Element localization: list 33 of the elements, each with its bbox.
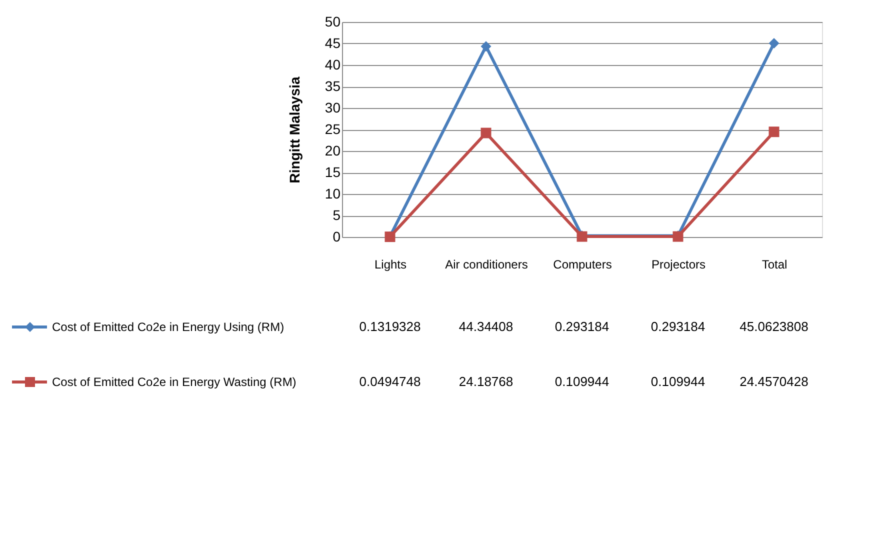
y-tick-label: 30 <box>324 100 341 116</box>
data-label: 0.293184 <box>554 319 610 334</box>
y-axis-title: Ringitt Malaysia <box>286 76 302 184</box>
y-tick-label: 20 <box>324 142 341 158</box>
data-label: 0.1319328 <box>359 319 421 334</box>
y-tick-label: 35 <box>324 78 341 94</box>
data-label: 0.293184 <box>650 319 706 334</box>
point <box>480 128 492 138</box>
point <box>768 126 780 138</box>
data-label: 24.18768 <box>458 374 514 389</box>
legend-label: Cost of Emitted Co2e in Energy Wasting (RM) <box>52 375 296 389</box>
x-tick-label: Air conditioners <box>445 258 528 272</box>
data-label: 0.109944 <box>554 374 610 389</box>
data-label: 24.4570428 <box>740 374 808 389</box>
y-tick-label: 25 <box>324 121 341 137</box>
x-tick-label: Projectors <box>651 258 706 272</box>
data-label: 0.0494748 <box>359 374 421 389</box>
y-tick-label: 10 <box>324 186 341 202</box>
y-tick-label: 0 <box>332 228 341 244</box>
y-tick-label: 40 <box>324 56 341 72</box>
data-label: 0.109944 <box>650 374 706 389</box>
x-tick-label: Computers <box>553 258 612 272</box>
y-tick-label: 5 <box>332 207 341 223</box>
data-label: 44.34408 <box>458 319 514 334</box>
y-tick-label: 45 <box>324 35 341 51</box>
x-tick-label: Lights <box>374 258 407 272</box>
data-label: 45.0623808 <box>740 319 808 334</box>
y-tick-label: 15 <box>324 164 341 180</box>
point <box>768 38 780 48</box>
y-tick-label: 50 <box>324 14 341 30</box>
point <box>480 41 492 52</box>
legend-label: Cost of Emitted Co2e in Energy Using (RM) <box>52 320 284 334</box>
x-tick-label: Total <box>762 258 788 272</box>
